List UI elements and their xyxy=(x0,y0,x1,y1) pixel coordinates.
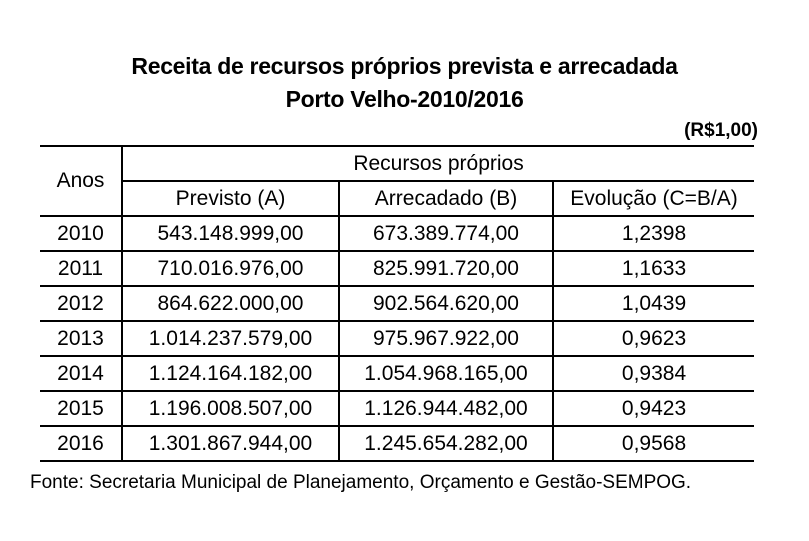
cell-arrecadado: 975.967.922,00 xyxy=(338,320,553,357)
cell-ano: 2013 xyxy=(40,320,122,357)
cell-evolucao: 1,1633 xyxy=(551,250,755,287)
cell-arrecadado: 902.564.620,00 xyxy=(338,285,553,322)
cell-evolucao: 0,9623 xyxy=(551,320,755,357)
table-row: 2015 1.196.008.507,00 1.126.944.482,00 0… xyxy=(40,390,755,427)
cell-ano: 2015 xyxy=(40,390,122,427)
cell-previsto: 1.196.008.507,00 xyxy=(121,390,339,427)
cell-arrecadado: 1.126.944.482,00 xyxy=(338,390,553,427)
cell-ano: 2012 xyxy=(40,285,122,322)
cell-previsto: 864.622.000,00 xyxy=(121,285,339,322)
cell-previsto: 710.016.976,00 xyxy=(121,250,339,287)
table-title: Receita de recursos próprios prevista e … xyxy=(0,0,809,116)
column-header-evolucao: Evolução (C=B/A) xyxy=(551,180,755,217)
cell-previsto: 1.014.237.579,00 xyxy=(121,320,339,357)
table-row: 2016 1.301.867.944,00 1.245.654.282,00 0… xyxy=(40,425,755,462)
cell-ano: 2014 xyxy=(40,355,122,392)
cell-ano: 2011 xyxy=(40,250,122,287)
revenue-table: Anos Recursos próprios Previsto (A) Arre… xyxy=(40,145,755,462)
table-row: 2012 864.622.000,00 902.564.620,00 1,043… xyxy=(40,285,755,322)
cell-previsto: 1.124.164.182,00 xyxy=(121,355,339,392)
currency-unit-note: (R$1,00) xyxy=(684,120,758,141)
column-group-header-recursos-proprios: Recursos próprios xyxy=(120,145,755,182)
cell-previsto: 1.301.867.944,00 xyxy=(121,425,339,462)
column-header-previsto: Previsto (A) xyxy=(121,180,339,217)
cell-arrecadado: 825.991.720,00 xyxy=(338,250,553,287)
cell-ano: 2010 xyxy=(40,215,122,252)
cell-arrecadado: 1.245.654.282,00 xyxy=(338,425,553,462)
cell-previsto: 543.148.999,00 xyxy=(121,215,339,252)
table-header-row-group: Anos Recursos próprios xyxy=(40,145,755,217)
title-line-1: Receita de recursos próprios prevista e … xyxy=(131,53,678,79)
table-row: 2014 1.124.164.182,00 1.054.968.165,00 0… xyxy=(40,355,755,392)
title-line-2: Porto Velho-2010/2016 xyxy=(285,86,524,112)
table-row: 2010 543.148.999,00 673.389.774,00 1,239… xyxy=(40,215,755,252)
cell-evolucao: 0,9384 xyxy=(551,355,755,392)
table-row: 2011 710.016.976,00 825.991.720,00 1,163… xyxy=(40,250,755,287)
cell-arrecadado: 673.389.774,00 xyxy=(338,215,553,252)
column-header-arrecadado: Arrecadado (B) xyxy=(338,180,553,217)
table-body: 2010 543.148.999,00 673.389.774,00 1,239… xyxy=(40,215,755,462)
cell-arrecadado: 1.054.968.165,00 xyxy=(338,355,553,392)
cell-ano: 2016 xyxy=(40,425,122,462)
cell-evolucao: 0,9568 xyxy=(551,425,755,462)
cell-evolucao: 0,9423 xyxy=(551,390,755,427)
table-header-row-columns: Previsto (A) Arrecadado (B) Evolução (C=… xyxy=(40,180,755,217)
column-header-anos: Anos xyxy=(40,145,122,217)
cell-evolucao: 1,2398 xyxy=(551,215,755,252)
table-header: Anos Recursos próprios Previsto (A) Arre… xyxy=(40,145,755,217)
cell-evolucao: 1,0439 xyxy=(551,285,755,322)
source-note: Fonte: Secretaria Municipal de Planejame… xyxy=(30,472,692,493)
table-row: 2013 1.014.237.579,00 975.967.922,00 0,9… xyxy=(40,320,755,357)
